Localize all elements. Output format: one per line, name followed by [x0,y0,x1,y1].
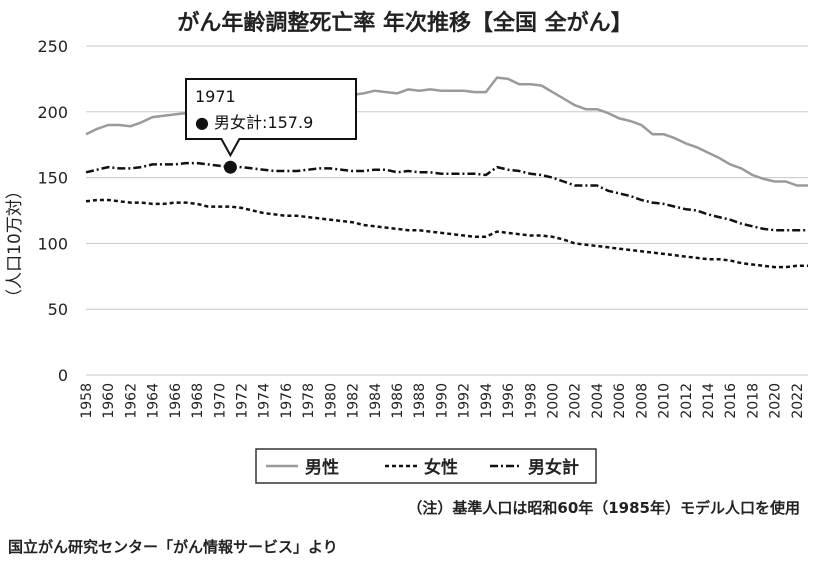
x-tick-label: 2004 [590,383,606,419]
x-tick-label: 1996 [501,383,517,419]
x-tick-label: 1962 [123,383,139,419]
x-tick-label: 2020 [768,383,784,419]
x-tick-label: 1992 [457,383,473,419]
x-tick-label: 1988 [412,383,428,419]
annotation-point [223,160,237,174]
x-tick-label: 2022 [790,383,806,419]
x-tick-label: 1972 [235,383,251,419]
y-axis: 0 50 100 150 200 250 [37,37,68,385]
x-tick-label: 2006 [612,383,628,419]
legend-box [255,448,597,484]
x-tick-label: 2002 [568,383,584,419]
data-annotation: 1971 ● 男女計:157.9 [185,78,357,174]
annotation-year: 1971 [195,87,236,106]
x-tick-label: 1994 [479,383,495,419]
series-line-2 [85,198,808,269]
y-axis-label: （人口10万対） [5,182,25,306]
chart-source: 国立がん研究センター「がん情報サービス」より [8,538,338,556]
x-tick-label: 1980 [323,383,339,419]
x-tick-label: 1966 [168,383,184,419]
x-axis: 1958 1960 1962 1964 1966 1968 1970 1972 1974 1976… [79,383,806,419]
x-tick-label: 1968 [190,383,206,419]
x-tick-label: 1984 [368,383,384,419]
x-tick-label: 1960 [101,383,117,419]
x-tick-label: 1990 [434,383,450,419]
y-tick-label: 0 [58,366,68,385]
x-tick-label: 2016 [723,383,739,419]
x-tick-label: 1958 [79,383,95,419]
y-tick-label: 100 [37,234,68,253]
y-tick-label: 50 [48,300,68,319]
y-tick-label: 200 [37,103,68,122]
chart-note: （注）基準人口は昭和60年（1985年）モデル人口を使用 [407,499,800,517]
legend: 男性 女性 男女計 [255,448,597,484]
annotation-value: ● 男女計:157.9 [195,113,313,132]
x-tick-label: 2012 [679,383,695,419]
legend-label-1: 男性 [305,457,339,478]
series-line-3 [85,161,808,232]
x-tick-label: 2010 [657,383,673,419]
x-tick-label: 1986 [390,383,406,419]
x-tick-label: 1964 [146,383,162,419]
x-tick-label: 1982 [346,383,362,419]
annotation-callout [185,78,357,158]
x-tick-label: 2018 [745,383,761,419]
x-tick-label: 1978 [301,383,317,419]
x-tick-label: 1998 [523,383,539,419]
x-tick-label: 1976 [279,383,295,419]
chart-title: がん年齢調整死亡率 年次推移【全国 全がん】 [177,10,632,36]
legend-label-2: 女性 [424,457,458,478]
y-tick-label: 250 [37,37,68,56]
x-tick-label: 1970 [212,383,228,419]
y-tick-label: 150 [37,169,68,188]
x-tick-label: 2008 [634,383,650,419]
x-tick-label: 2000 [546,383,562,419]
x-tick-label: 2014 [701,383,717,419]
x-tick-label: 1974 [257,383,273,419]
legend-label-3: 男女計 [528,457,579,478]
